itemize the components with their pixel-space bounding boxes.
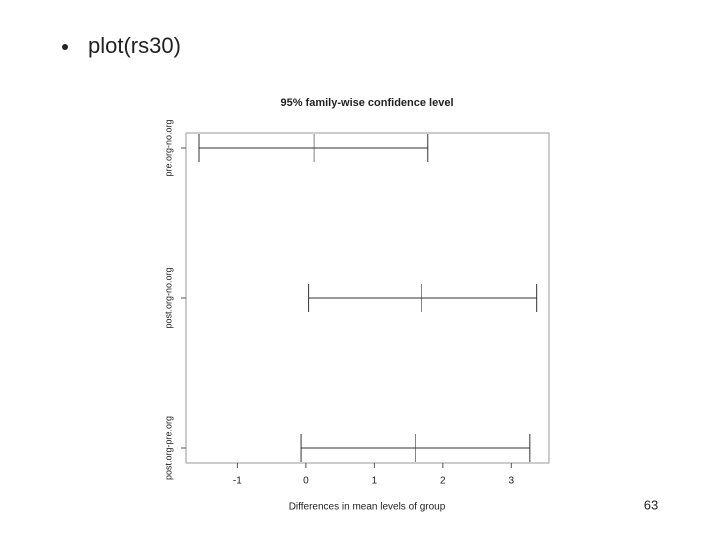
x-tick-label: 0 <box>303 476 309 487</box>
x-tick-label: 2 <box>440 476 446 487</box>
x-axis-label: Differences in mean levels of group <box>289 502 446 513</box>
slide-title: plot(rs30) <box>88 33 181 58</box>
y-tick-label: post.org-no.org <box>163 267 173 328</box>
x-tick-label: -1 <box>233 476 242 487</box>
chart-title: 95% family-wise confidence level <box>280 97 453 109</box>
y-tick-label: pre.org-no.org <box>163 119 173 176</box>
x-tick-label: 3 <box>509 476 515 487</box>
page-number: 63 <box>644 497 658 512</box>
y-tick-label: post.org-pre.org <box>163 416 173 480</box>
bullet <box>62 44 68 50</box>
x-tick-label: 1 <box>372 476 378 487</box>
